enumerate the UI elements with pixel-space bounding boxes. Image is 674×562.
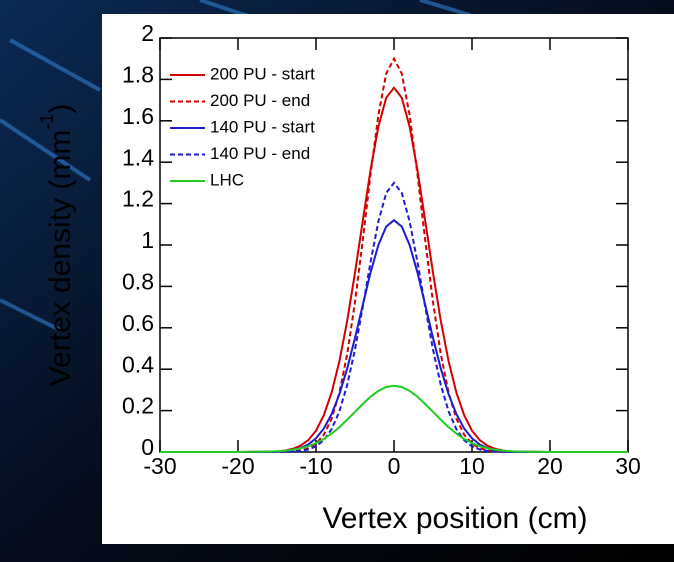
- x-tick-label: 10: [459, 453, 485, 479]
- y-tick-label: 1.6: [122, 103, 154, 129]
- x-tick-label: -10: [299, 453, 332, 479]
- legend-label: LHC: [210, 170, 244, 189]
- legend: 200 PU - start 200 PU - end 140 PU - start…: [170, 64, 315, 189]
- legend-label: 200 PU - start: [210, 64, 315, 83]
- decoration: [0, 0, 471, 332]
- x-axis-label: Vertex position (cm): [322, 502, 587, 535]
- y-tick-label: 0: [141, 434, 154, 460]
- y-axis-label-end: ): [44, 104, 77, 114]
- y-tick-label: 1.8: [122, 61, 154, 87]
- series-line: [160, 384, 628, 453]
- y-tick-label: 0.8: [122, 268, 154, 294]
- x-tick-label: 20: [537, 453, 563, 479]
- y-tick-label: 0.6: [122, 310, 154, 336]
- y-tick-label: 0.4: [122, 351, 154, 377]
- y-tick-label: 2: [141, 20, 154, 46]
- x-tick-label: 30: [615, 453, 641, 479]
- series-line: [160, 181, 628, 453]
- lines: [160, 56, 628, 453]
- x-tick-label: -20: [221, 453, 254, 479]
- x-tick-label: -30: [143, 453, 176, 479]
- legend-label: 140 PU - start: [210, 117, 315, 136]
- x-tick-label: 0: [388, 453, 401, 479]
- y-tick-label: 1.4: [122, 144, 154, 170]
- axes: 0 0.2 0.4 0.6 0.8 1 1.2 1.4 1.6 1.8 2 -30 -20 -10 0 10 2…: [122, 20, 641, 479]
- y-axis-label-superscript: -1: [37, 114, 57, 130]
- legend-label: 140 PU - end: [210, 144, 310, 163]
- y-axis-label: Vertex density (mm-1): [37, 104, 77, 387]
- y-tick-label: 1: [141, 227, 154, 253]
- legend-label: 200 PU - end: [210, 91, 310, 110]
- series-line: [160, 86, 628, 453]
- y-tick-label: 0.2: [122, 393, 154, 419]
- y-tick-label: 1.2: [122, 186, 154, 212]
- y-axis-label-main: Vertex density (mm: [44, 130, 77, 387]
